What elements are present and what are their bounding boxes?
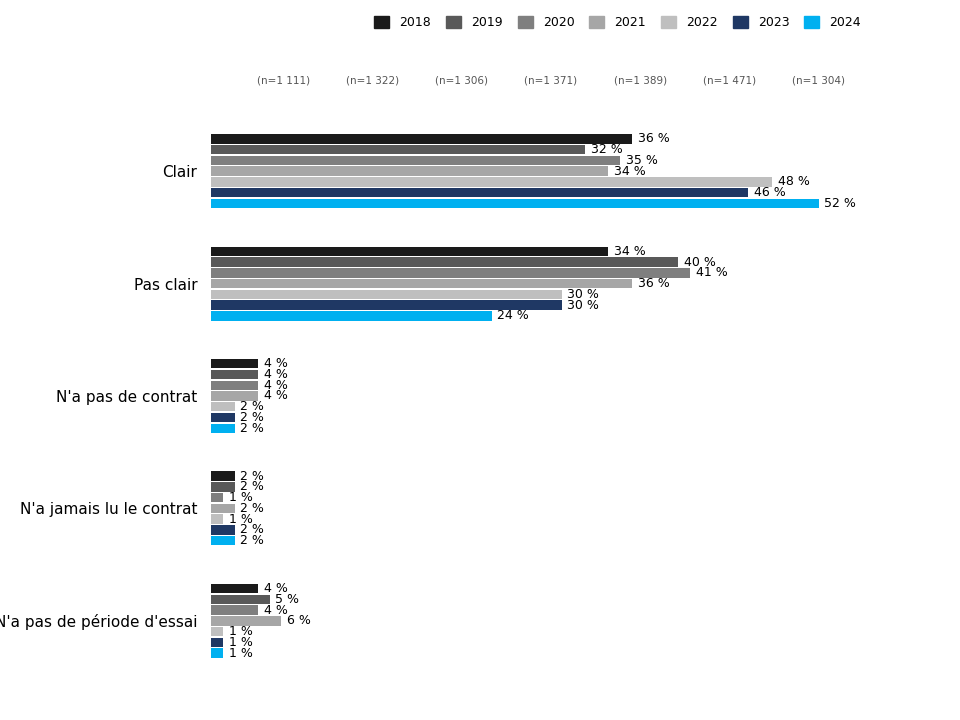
Bar <box>211 595 270 604</box>
Bar <box>211 616 281 626</box>
Text: 30 %: 30 % <box>567 288 599 301</box>
Text: 4 %: 4 % <box>264 368 288 381</box>
Text: 1 %: 1 % <box>228 625 252 638</box>
Text: 4 %: 4 % <box>264 390 288 402</box>
Text: 1 %: 1 % <box>228 647 252 660</box>
Bar <box>211 402 234 412</box>
Bar <box>211 188 749 197</box>
Text: 6 %: 6 % <box>287 614 311 627</box>
Bar <box>211 257 679 267</box>
Bar <box>211 370 258 379</box>
Text: 41 %: 41 % <box>696 266 728 279</box>
Text: 1 %: 1 % <box>228 513 252 526</box>
Bar <box>211 134 632 144</box>
Text: (n=1 111): (n=1 111) <box>256 76 310 86</box>
Bar <box>211 627 223 636</box>
Text: 24 %: 24 % <box>497 310 529 323</box>
Text: 52 %: 52 % <box>825 197 856 210</box>
Text: 1 %: 1 % <box>228 491 252 504</box>
Text: 2 %: 2 % <box>240 480 264 493</box>
Bar <box>211 504 234 513</box>
Text: 2 %: 2 % <box>240 534 264 547</box>
Text: 5 %: 5 % <box>276 593 300 606</box>
Text: 46 %: 46 % <box>755 186 786 199</box>
Bar <box>211 177 772 186</box>
Bar <box>211 391 258 401</box>
Text: 2 %: 2 % <box>240 502 264 515</box>
Bar <box>211 246 609 256</box>
Bar <box>211 584 258 593</box>
Text: 2 %: 2 % <box>240 411 264 424</box>
Bar <box>211 359 258 369</box>
Bar <box>211 156 620 165</box>
Text: 35 %: 35 % <box>626 154 658 167</box>
Bar <box>211 514 223 524</box>
Text: 1 %: 1 % <box>228 636 252 649</box>
Bar <box>211 493 223 503</box>
Text: (n=1 471): (n=1 471) <box>703 76 756 86</box>
Bar <box>211 311 492 320</box>
Text: (n=1 371): (n=1 371) <box>524 76 578 86</box>
Bar <box>211 648 223 658</box>
Text: 2 %: 2 % <box>240 523 264 536</box>
Text: (n=1 389): (n=1 389) <box>613 76 667 86</box>
Text: 2 %: 2 % <box>240 469 264 482</box>
Text: (n=1 304): (n=1 304) <box>792 76 846 86</box>
Bar <box>211 300 562 310</box>
Text: (n=1 322): (n=1 322) <box>346 76 399 86</box>
Bar <box>211 536 234 546</box>
Bar <box>211 638 223 647</box>
Text: 4 %: 4 % <box>264 582 288 595</box>
Bar <box>211 423 234 433</box>
Bar <box>211 380 258 390</box>
Bar <box>211 482 234 492</box>
Text: 36 %: 36 % <box>637 277 669 290</box>
Text: 34 %: 34 % <box>614 245 646 258</box>
Bar <box>211 268 690 278</box>
Bar <box>211 472 234 481</box>
Text: 40 %: 40 % <box>684 256 716 269</box>
Text: 2 %: 2 % <box>240 400 264 413</box>
Text: 4 %: 4 % <box>264 379 288 392</box>
Bar <box>211 525 234 535</box>
Text: 4 %: 4 % <box>264 357 288 370</box>
Text: 4 %: 4 % <box>264 603 288 616</box>
Bar <box>211 413 234 422</box>
Text: 34 %: 34 % <box>614 165 646 178</box>
Bar <box>211 166 609 176</box>
Bar <box>211 279 632 288</box>
Bar <box>211 289 562 299</box>
Text: 2 %: 2 % <box>240 422 264 435</box>
Text: (n=1 306): (n=1 306) <box>435 76 489 86</box>
Bar <box>211 145 585 154</box>
Text: 48 %: 48 % <box>778 176 809 189</box>
Text: 30 %: 30 % <box>567 299 599 312</box>
Text: 32 %: 32 % <box>590 143 622 156</box>
Legend: 2018, 2019, 2020, 2021, 2022, 2023, 2024: 2018, 2019, 2020, 2021, 2022, 2023, 2024 <box>370 11 866 34</box>
Bar <box>211 199 819 208</box>
Text: 36 %: 36 % <box>637 132 669 145</box>
Bar <box>211 606 258 615</box>
